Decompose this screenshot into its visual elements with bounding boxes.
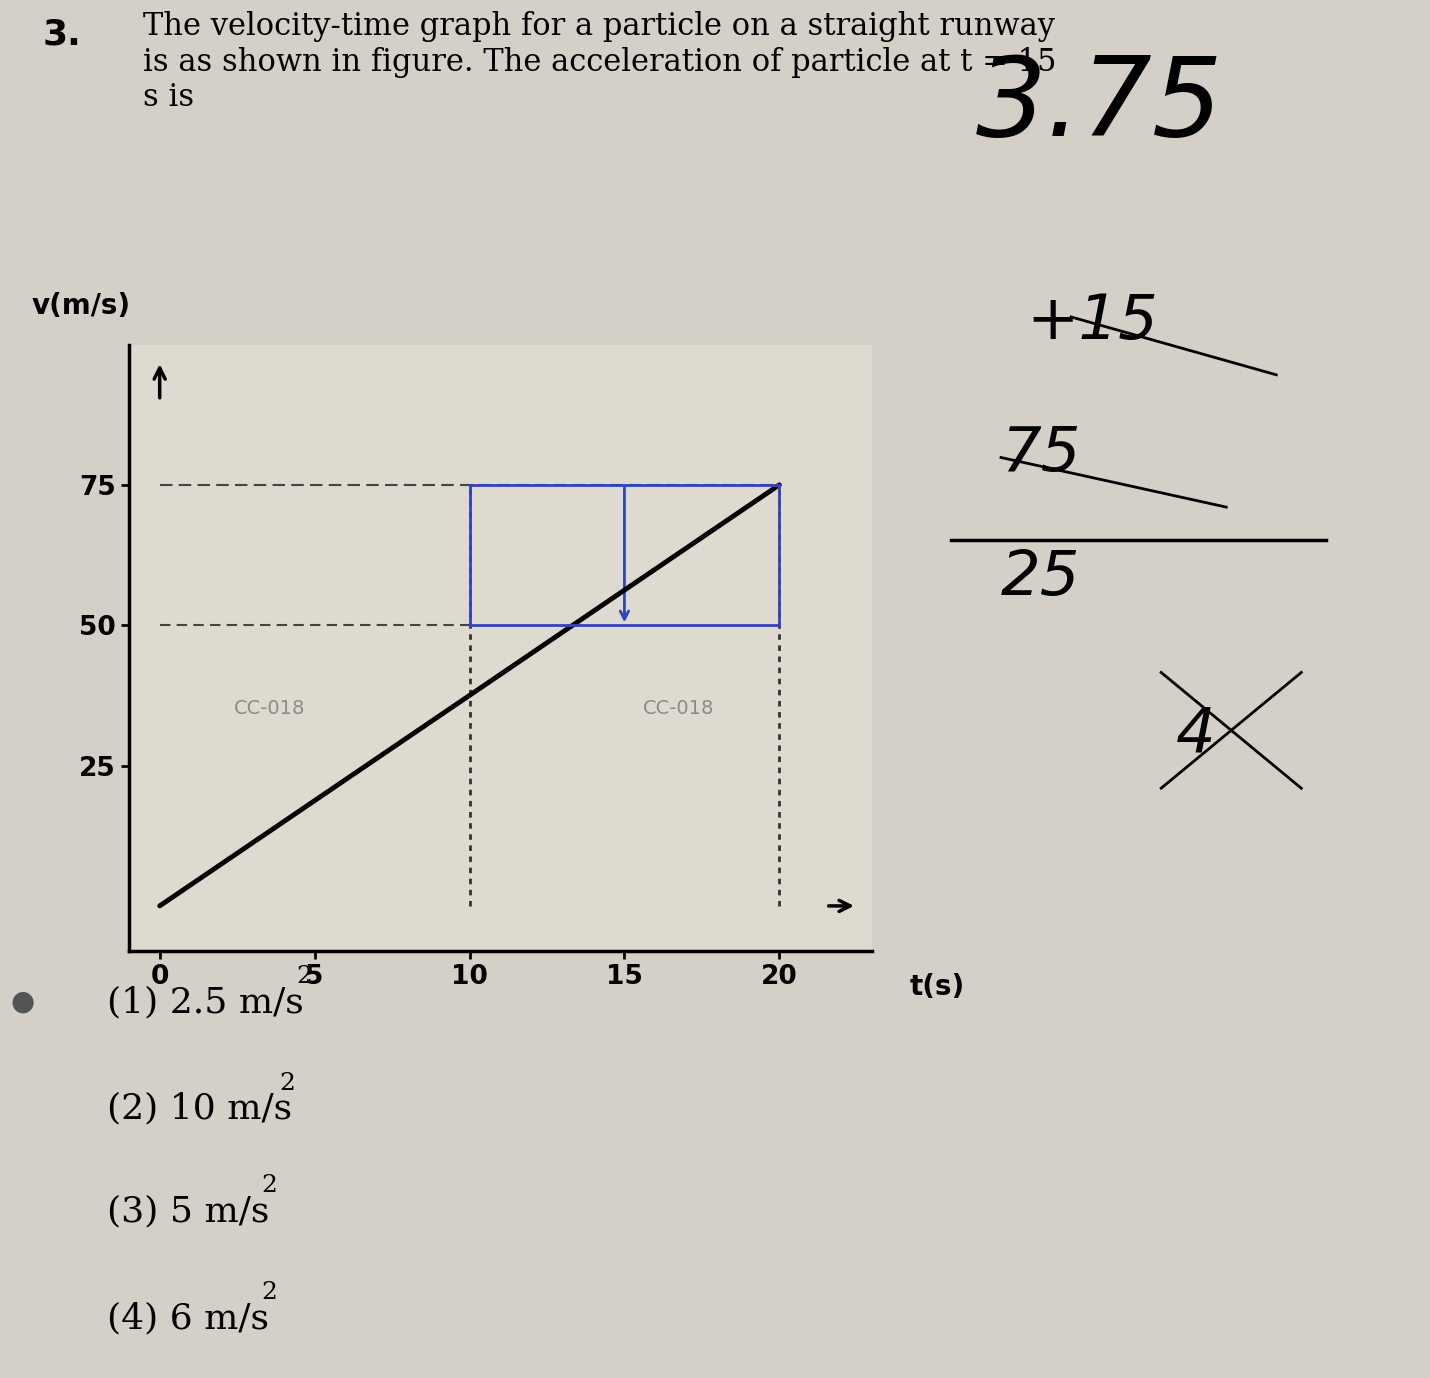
- Text: v(m/s): v(m/s): [31, 292, 132, 320]
- Text: +15: +15: [1025, 292, 1158, 353]
- Text: The velocity-time graph for a particle on a straight runway
is as shown in figur: The velocity-time graph for a particle o…: [143, 11, 1057, 113]
- Text: 4: 4: [1175, 706, 1216, 766]
- Text: 2: 2: [262, 1174, 277, 1197]
- Text: 2: 2: [262, 1282, 277, 1304]
- Text: (2) 10 m/s: (2) 10 m/s: [107, 1091, 292, 1126]
- Text: 25: 25: [1001, 548, 1081, 609]
- Text: (4) 6 m/s: (4) 6 m/s: [107, 1301, 269, 1335]
- Text: (1) 2.5 m/s: (1) 2.5 m/s: [107, 985, 305, 1020]
- Text: 2: 2: [279, 1072, 295, 1094]
- Text: 75: 75: [1001, 424, 1081, 485]
- Text: CC-018: CC-018: [235, 699, 306, 718]
- Text: 2: 2: [296, 965, 312, 988]
- Text: 3.: 3.: [43, 18, 82, 52]
- Text: ●: ●: [11, 988, 34, 1016]
- Text: 3.75: 3.75: [975, 52, 1224, 160]
- Text: (3) 5 m/s: (3) 5 m/s: [107, 1195, 270, 1228]
- Text: CC-018: CC-018: [644, 699, 715, 718]
- Text: t(s): t(s): [909, 973, 965, 1002]
